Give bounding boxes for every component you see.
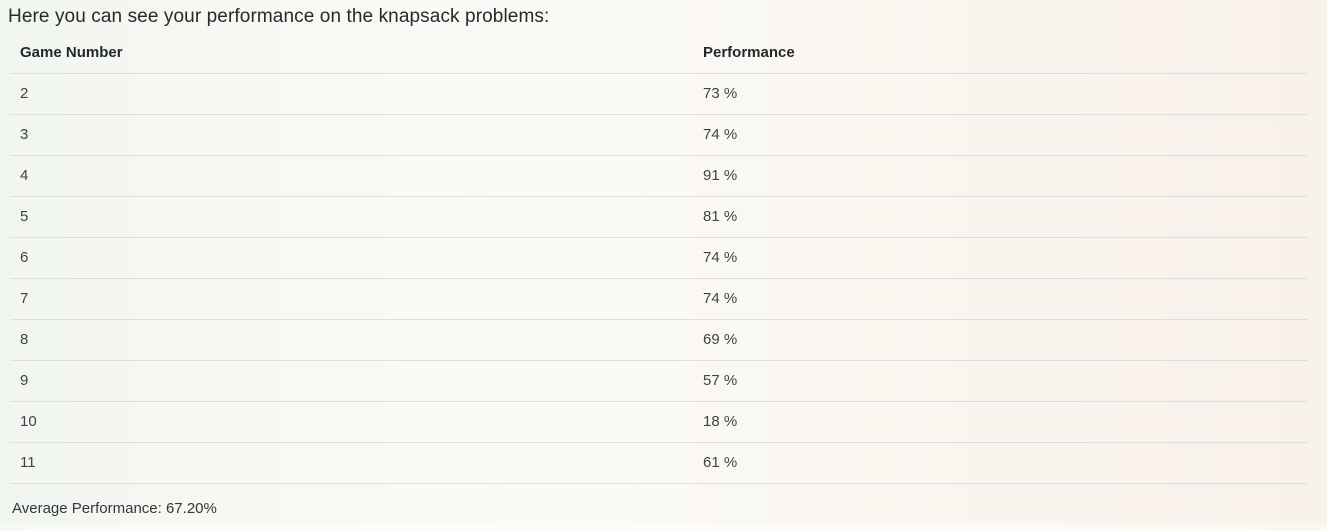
performance-table: Game Number Performance 2 73 % 3 74 % 4 …: [10, 33, 1308, 484]
game-number-cell: 4: [10, 155, 693, 197]
performance-cell: 74 %: [693, 278, 1308, 320]
performance-cell: 74 %: [693, 237, 1308, 279]
performance-cell: 73 %: [693, 73, 1308, 115]
table-row: 3 74 %: [10, 114, 1308, 156]
performance-cell: 61 %: [693, 442, 1308, 484]
table-row: 5 81 %: [10, 196, 1308, 238]
table-row: 7 74 %: [10, 278, 1308, 320]
table-row: 4 91 %: [10, 155, 1308, 197]
table-row: 8 69 %: [10, 319, 1308, 361]
table-header: Game Number Performance: [10, 33, 1308, 74]
column-header-performance: Performance: [693, 33, 1308, 74]
game-number-cell: 2: [10, 73, 693, 115]
game-number-cell: 11: [10, 442, 693, 484]
table-row: 11 61 %: [10, 442, 1308, 484]
game-number-cell: 7: [10, 278, 693, 320]
game-number-cell: 9: [10, 360, 693, 402]
page-title: Here you can see your performance on the…: [8, 6, 550, 27]
table-body: 2 73 % 3 74 % 4 91 % 5 81 % 6 74 % 7 74 …: [10, 73, 1308, 484]
game-number-cell: 8: [10, 319, 693, 361]
table-row: 2 73 %: [10, 73, 1308, 115]
header-row: Game Number Performance: [10, 33, 1308, 74]
game-number-cell: 5: [10, 196, 693, 238]
table-row: 9 57 %: [10, 360, 1308, 402]
game-number-cell: 10: [10, 401, 693, 443]
column-header-game-number: Game Number: [10, 33, 693, 74]
performance-cell: 69 %: [693, 319, 1308, 361]
performance-cell: 57 %: [693, 360, 1308, 402]
average-performance: Average Performance: 67.20%: [12, 500, 217, 517]
performance-cell: 74 %: [693, 114, 1308, 156]
performance-cell: 91 %: [693, 155, 1308, 197]
game-number-cell: 3: [10, 114, 693, 156]
game-number-cell: 6: [10, 237, 693, 279]
bottom-edge-divider: [0, 523, 1327, 531]
performance-cell: 81 %: [693, 196, 1308, 238]
table-row: 10 18 %: [10, 401, 1308, 443]
table-row: 6 74 %: [10, 237, 1308, 279]
performance-cell: 18 %: [693, 401, 1308, 443]
